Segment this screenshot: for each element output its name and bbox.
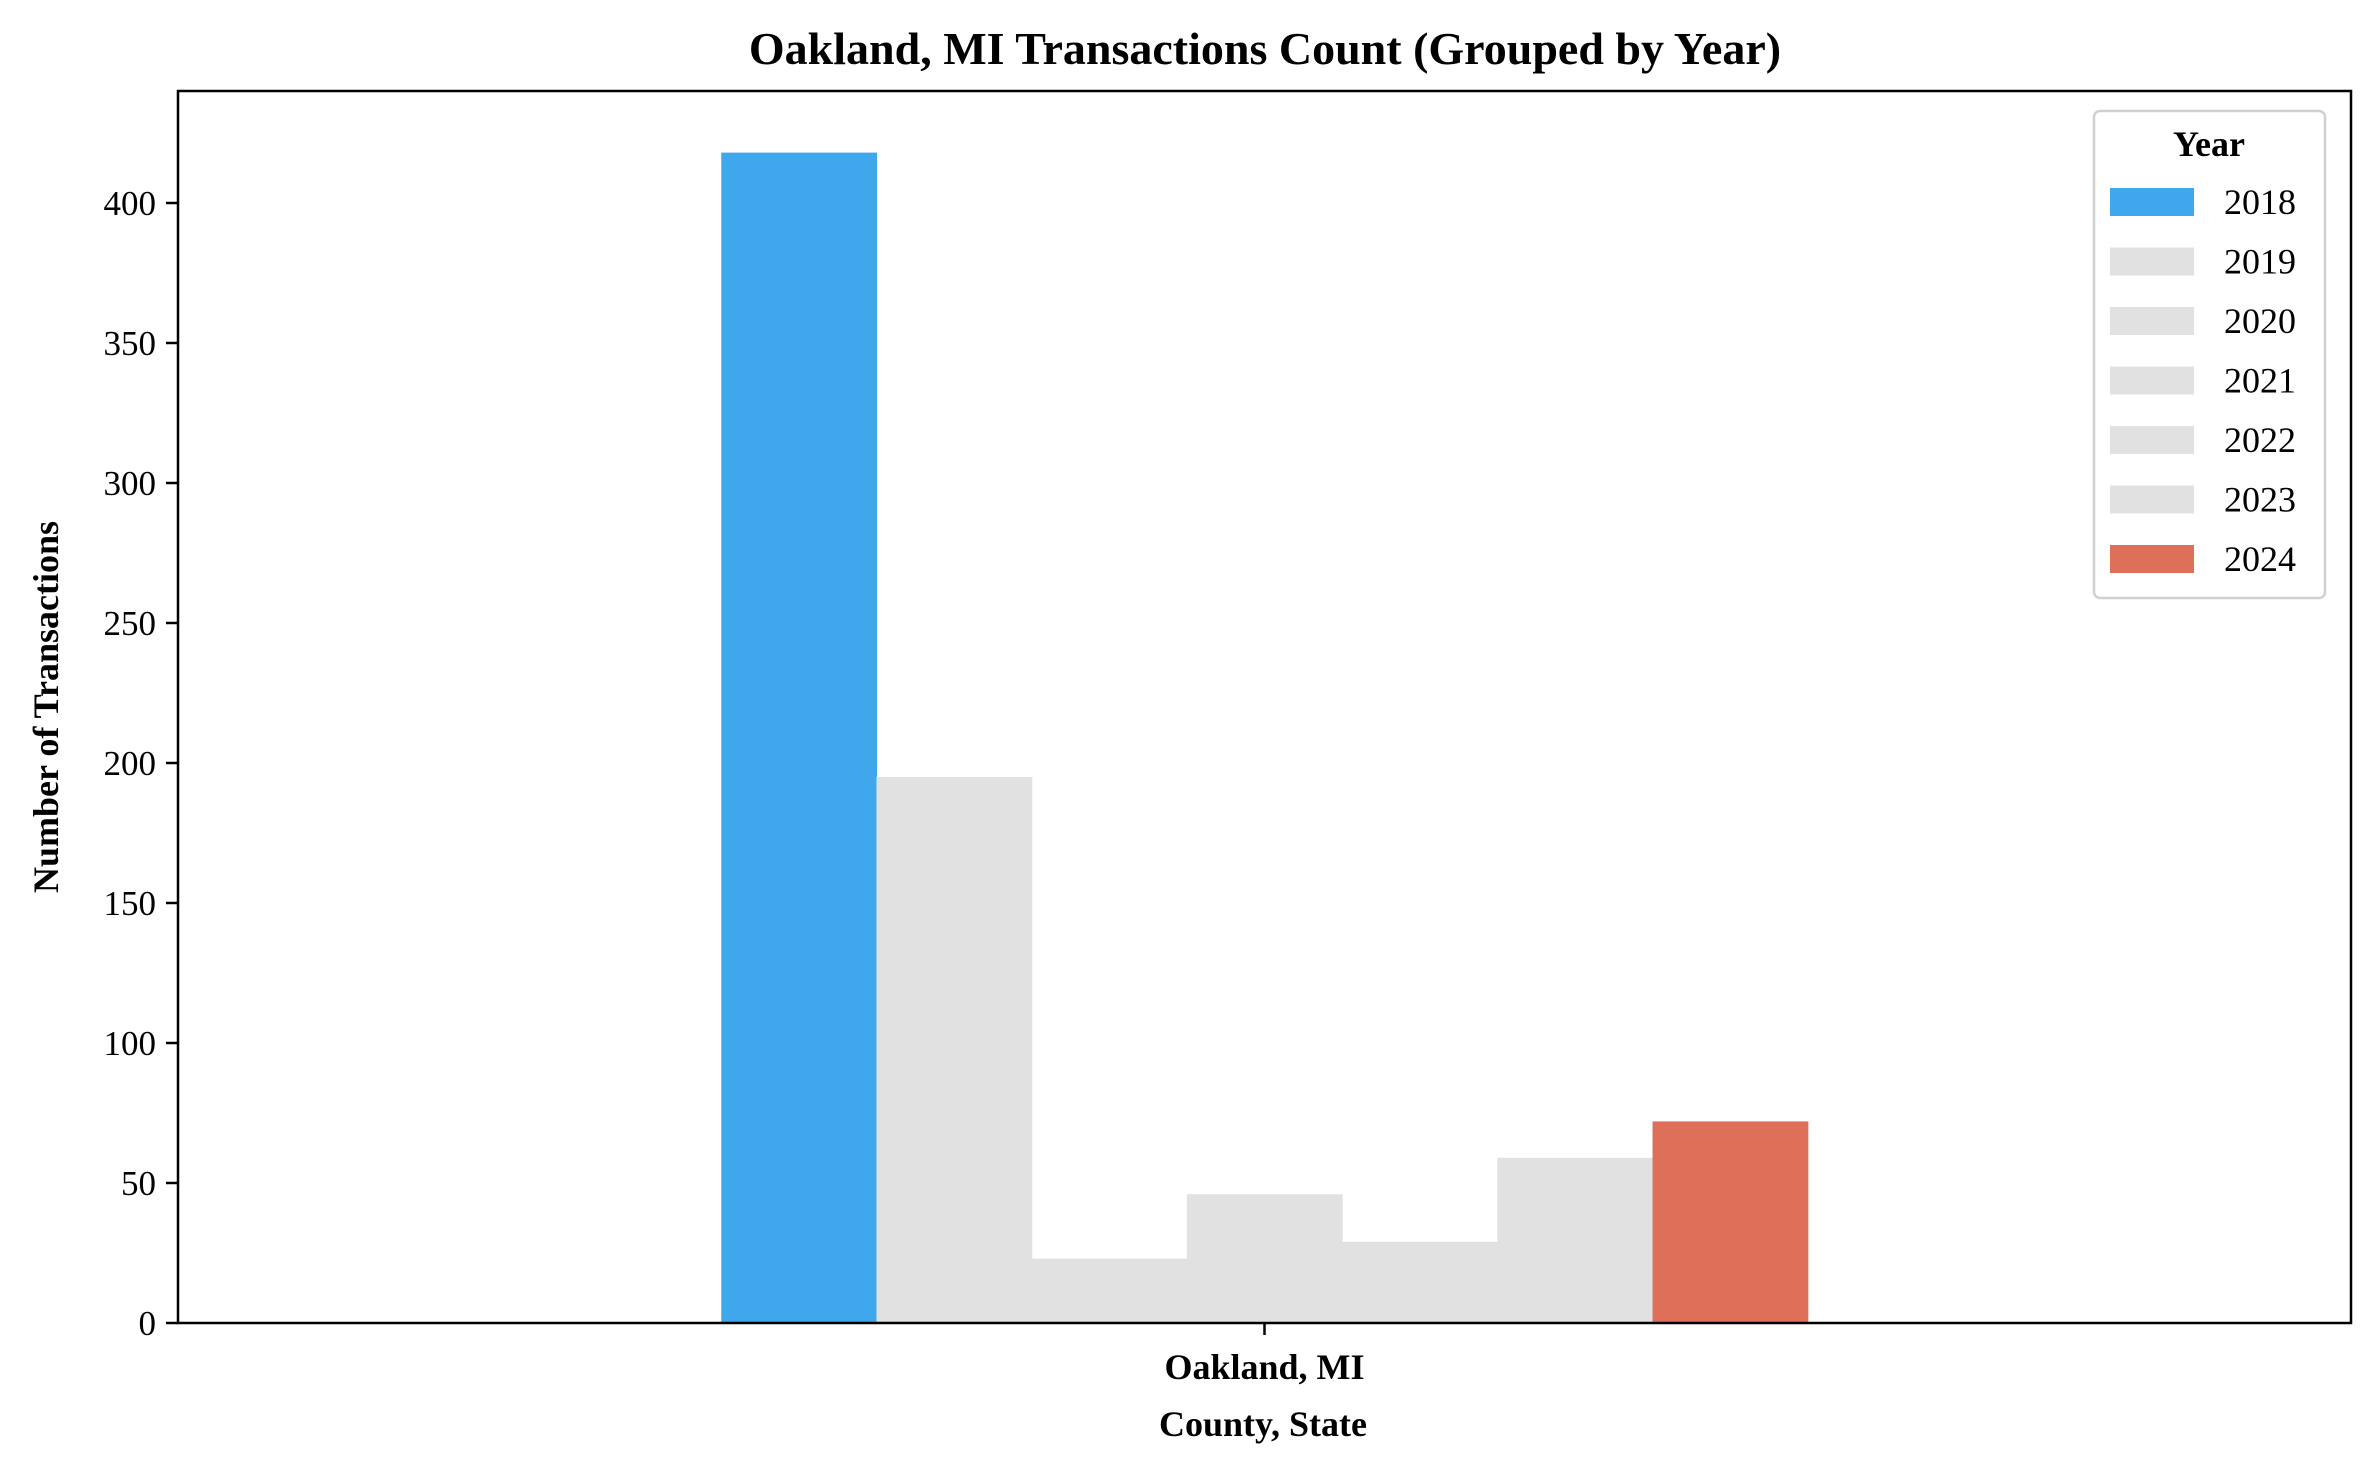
legend: Year 2018 2019 2020 2021 2022 2023 2024 bbox=[2092, 109, 2327, 600]
x-axis: Oakland, MI bbox=[1164, 1323, 1365, 1387]
y-tick-label: 50 bbox=[121, 1164, 156, 1203]
bar-2022 bbox=[1342, 1241, 1498, 1323]
legend-label-2021: 2021 bbox=[2224, 361, 2296, 401]
y-axis: 0 50 100 150 200 250 300 350 400 bbox=[104, 184, 178, 1343]
y-tick-label: 250 bbox=[104, 604, 157, 643]
legend-swatch-2018 bbox=[2110, 188, 2194, 216]
chart-title: Oakland, MI Transactions Count (Grouped … bbox=[749, 23, 1781, 74]
legend-label-2020: 2020 bbox=[2224, 301, 2296, 341]
bar-2020 bbox=[1031, 1258, 1188, 1323]
legend-label-2024: 2024 bbox=[2224, 539, 2296, 579]
bar-2018 bbox=[721, 152, 878, 1324]
bar-2024 bbox=[1652, 1121, 1809, 1323]
legend-label-2022: 2022 bbox=[2224, 420, 2296, 460]
y-tick-label: 200 bbox=[104, 744, 157, 783]
y-tick-label: 300 bbox=[104, 464, 157, 503]
legend-items: 2018 2019 2020 2021 2022 2023 2024 bbox=[2110, 182, 2296, 579]
legend-title: Year bbox=[2173, 124, 2245, 164]
legend-swatch-2023 bbox=[2110, 485, 2194, 514]
bar-2019 bbox=[876, 777, 1033, 1323]
legend-swatch-2019 bbox=[2110, 247, 2194, 276]
x-axis-label: County, State bbox=[1159, 1404, 1367, 1444]
legend-label-2023: 2023 bbox=[2224, 480, 2296, 520]
legend-swatch-2024 bbox=[2110, 545, 2194, 573]
y-tick-label: 150 bbox=[104, 884, 157, 923]
legend-frame bbox=[2092, 109, 2327, 600]
x-tick-label: Oakland, MI bbox=[1164, 1347, 1364, 1387]
y-tick-label: 0 bbox=[139, 1304, 157, 1343]
bars-group bbox=[721, 152, 1809, 1324]
legend-swatch-2022 bbox=[2110, 426, 2194, 454]
legend-label-2019: 2019 bbox=[2224, 242, 2296, 282]
y-tick-label: 100 bbox=[104, 1024, 157, 1063]
y-axis-label: Number of Transactions bbox=[26, 521, 66, 893]
y-tick-label: 400 bbox=[104, 184, 157, 223]
y-tick-label: 350 bbox=[104, 324, 157, 363]
legend-label-2018: 2018 bbox=[2224, 182, 2296, 222]
legend-swatch-2021 bbox=[2110, 366, 2194, 395]
bar-2023 bbox=[1497, 1157, 1654, 1323]
bar-2021 bbox=[1186, 1194, 1343, 1323]
legend-swatch-2020 bbox=[2110, 307, 2194, 335]
